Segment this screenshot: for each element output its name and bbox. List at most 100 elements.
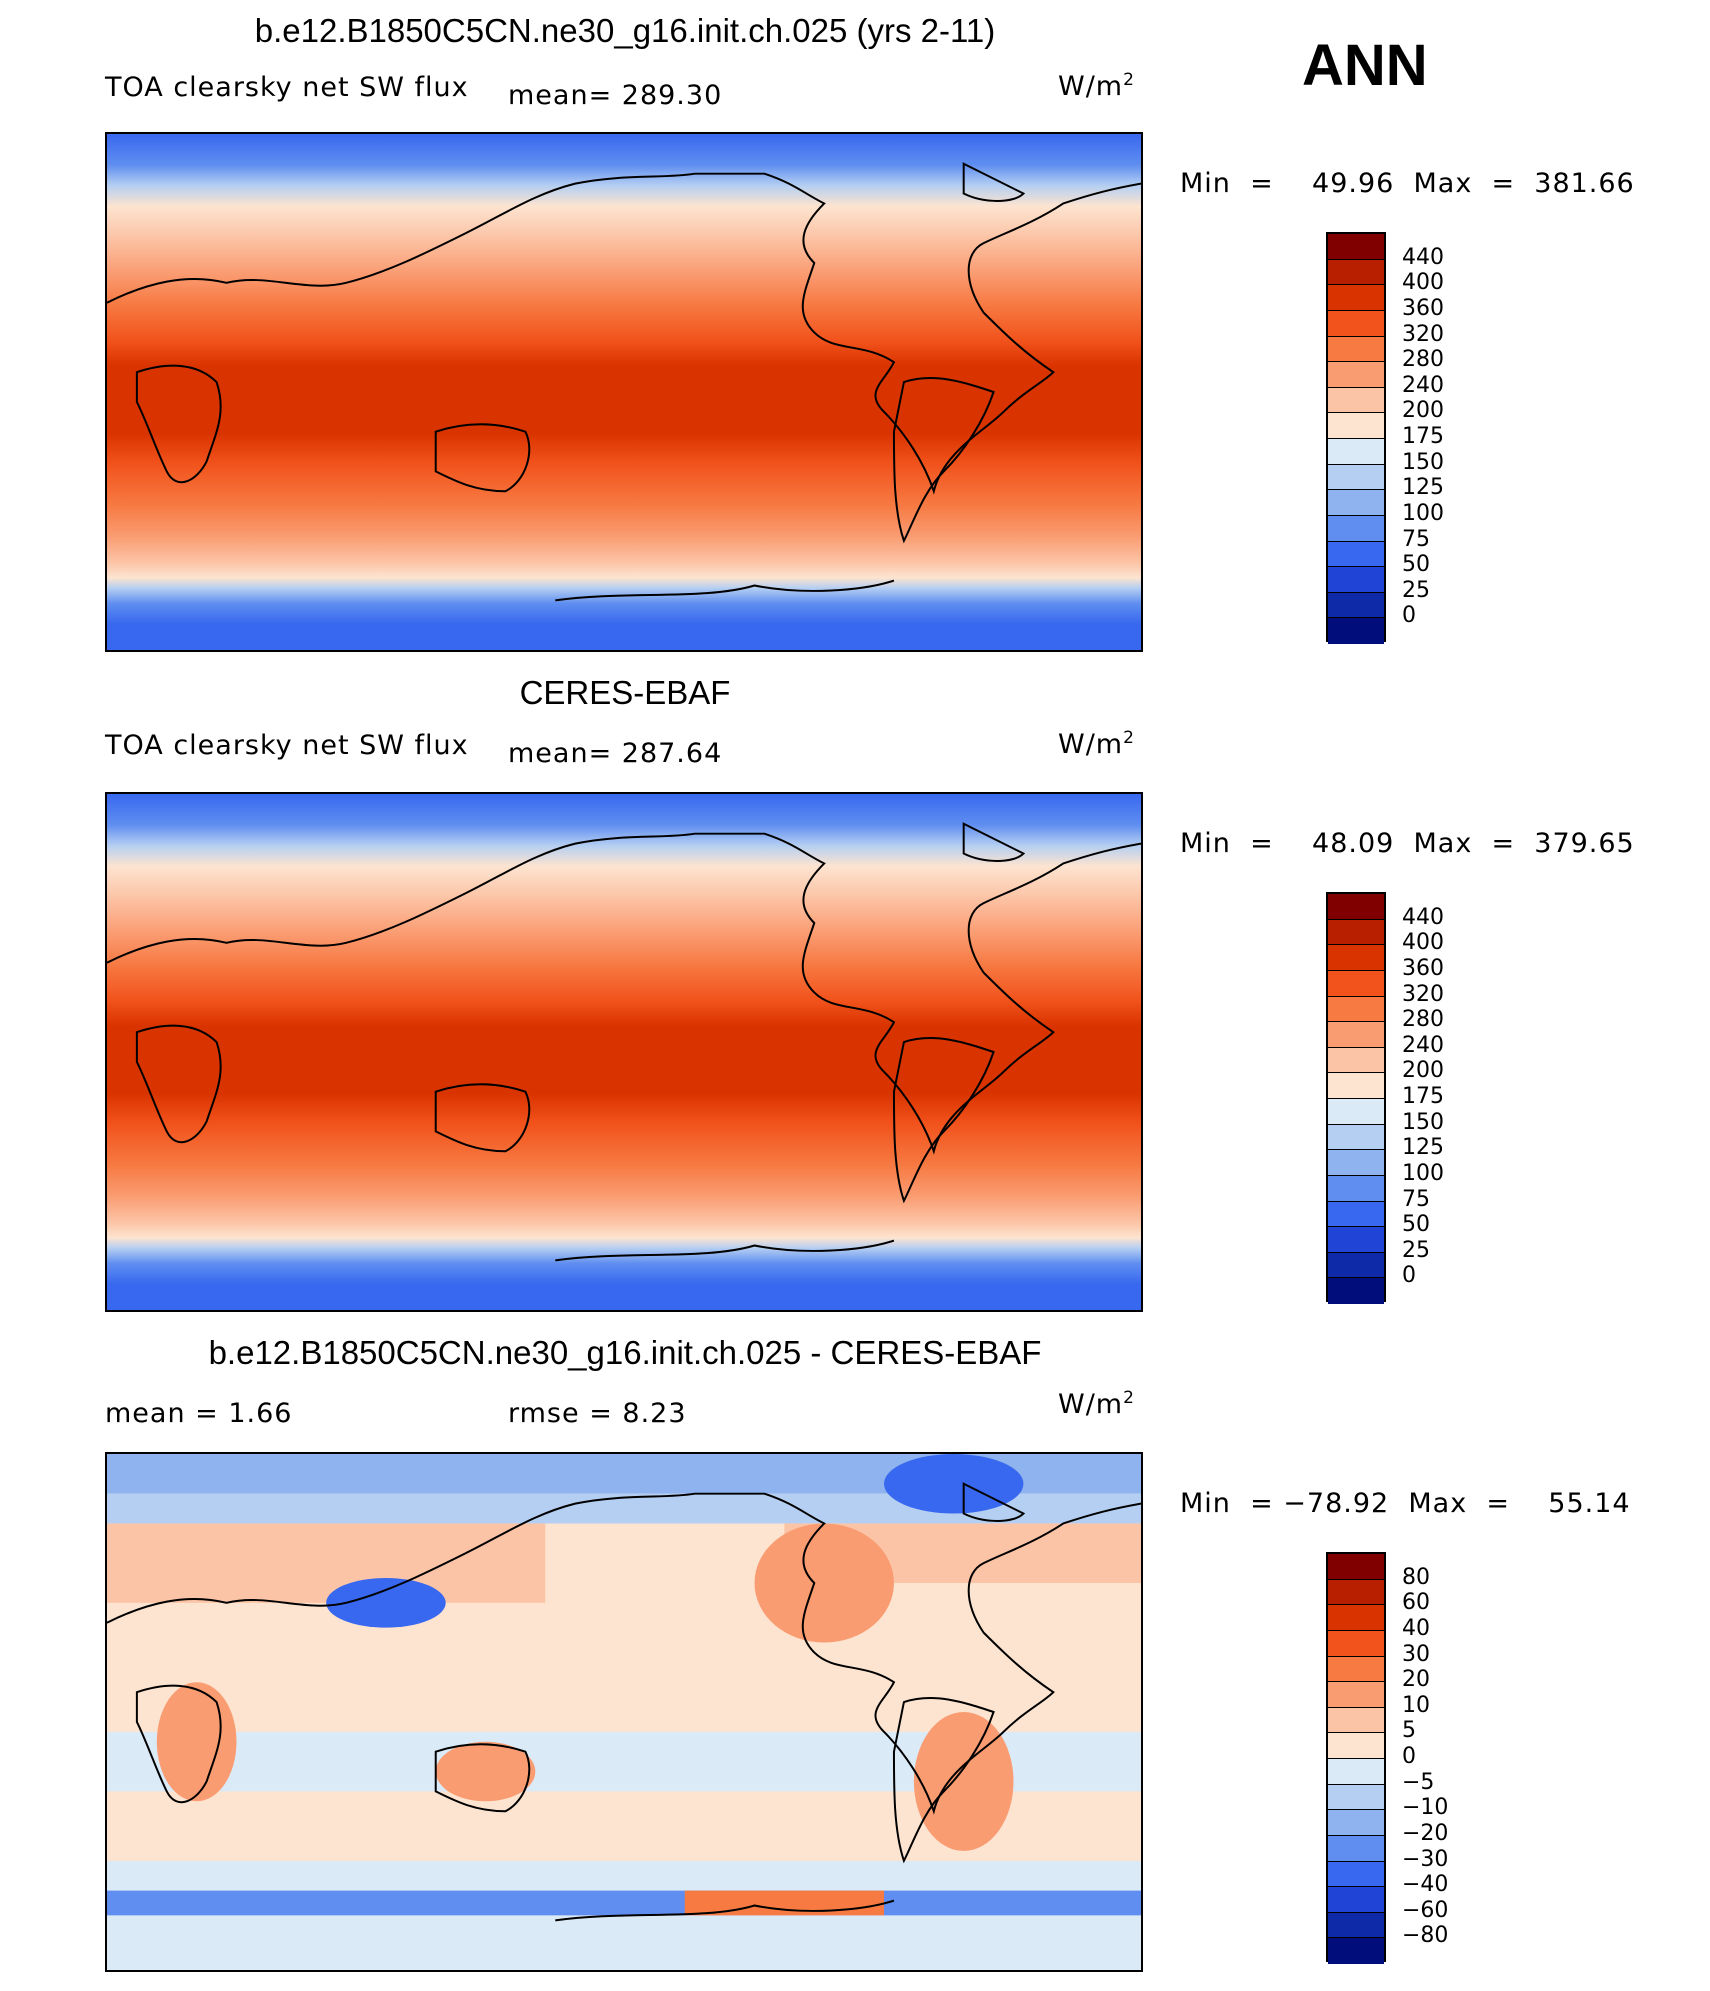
panel-2-mean-label: mean= 287.64 — [508, 738, 723, 769]
colorbar-box — [1328, 1912, 1384, 1939]
panel-1-variable-label: TOA clearsky net SW flux — [105, 72, 469, 103]
colorbar-tick-label: −30 — [1402, 1846, 1449, 1872]
colorbar-tick-label: 0 — [1402, 1263, 1416, 1289]
colorbar-tick-label: 0 — [1402, 603, 1416, 629]
colorbar-tick-label: 80 — [1402, 1564, 1430, 1590]
colorbar-tick-label: 360 — [1402, 295, 1444, 321]
colorbar-box — [1328, 439, 1384, 465]
panel-3-title: b.e12.B1850C5CN.ne30_g16.init.ch.025 - C… — [208, 1334, 1042, 1371]
colorbar-tick-label: 75 — [1402, 1186, 1430, 1212]
colorbar-tick-label: 175 — [1402, 1084, 1444, 1109]
colorbar-box — [1328, 490, 1384, 516]
colorbar-tick-label: 60 — [1402, 1590, 1430, 1616]
colorbar-tick-label: 360 — [1402, 955, 1444, 981]
colorbar-tick-label: 400 — [1402, 270, 1444, 296]
colorbar-box — [1328, 1630, 1384, 1657]
panel-1-map-svg — [107, 134, 1141, 650]
colorbar-tick-label: 240 — [1402, 1032, 1444, 1058]
colorbar-box — [1328, 1579, 1384, 1606]
panel-2-colorbar — [1326, 892, 1386, 1304]
colorbar-box — [1328, 1175, 1384, 1202]
panel-2-title: CERES-EBAF — [519, 674, 731, 711]
colorbar-tick-label: 150 — [1402, 1109, 1444, 1135]
panel-3-colorbar — [1326, 1552, 1386, 1964]
colorbar-tick-label: −5 — [1402, 1769, 1435, 1795]
colorbar-box — [1328, 387, 1384, 414]
colorbar-box — [1328, 234, 1384, 260]
colorbar-box — [1328, 618, 1384, 644]
colorbar-tick-label: 280 — [1402, 347, 1444, 373]
colorbar-box — [1328, 541, 1384, 568]
colorbar-tick-label: 320 — [1402, 981, 1444, 1007]
colorbar-tick-label: 50 — [1402, 1212, 1430, 1238]
colorbar-box — [1328, 945, 1384, 971]
colorbar-box — [1328, 1201, 1384, 1228]
colorbar-tick-label: 280 — [1402, 1007, 1444, 1033]
panel-2-units: W/m2 — [1058, 728, 1135, 760]
colorbar-tick-label: 0 — [1402, 1744, 1416, 1769]
colorbar-tick-label: 20 — [1402, 1667, 1430, 1693]
colorbar-box — [1328, 1887, 1384, 1913]
colorbar-box — [1328, 1073, 1384, 1099]
colorbar-box — [1328, 592, 1384, 619]
panel-3-mean-label: mean = 1.66 — [105, 1398, 293, 1429]
colorbar-box — [1328, 919, 1384, 946]
colorbar-tick-label: 200 — [1402, 1058, 1444, 1084]
colorbar-box — [1328, 567, 1384, 593]
panel-1-units: W/m2 — [1058, 70, 1135, 102]
colorbar-tick-label: 10 — [1402, 1692, 1430, 1718]
colorbar-box — [1328, 1554, 1384, 1580]
colorbar-box — [1328, 1938, 1384, 1964]
colorbar-box — [1328, 362, 1384, 388]
panel-2-min-max: Min = 48.09 Max = 379.65 — [1180, 828, 1635, 859]
colorbar-box — [1328, 1784, 1384, 1811]
colorbar-tick-label: 100 — [1402, 1160, 1444, 1186]
colorbar-box — [1328, 1278, 1384, 1304]
colorbar-box — [1328, 1252, 1384, 1279]
panel-1-mean-label: mean= 289.30 — [508, 80, 723, 111]
panel-3-rmse-label: rmse = 8.23 — [508, 1398, 687, 1429]
colorbar-tick-label: −80 — [1402, 1923, 1449, 1949]
colorbar-tick-label: −40 — [1402, 1872, 1449, 1898]
colorbar-tick-label: 440 — [1402, 904, 1444, 930]
colorbar-tick-label: 150 — [1402, 449, 1444, 475]
panel-2-map — [105, 792, 1143, 1312]
colorbar-box — [1328, 285, 1384, 311]
colorbar-box — [1328, 1733, 1384, 1759]
panel-2-coastlines — [107, 822, 1141, 1262]
colorbar-box — [1328, 1099, 1384, 1125]
colorbar-box — [1328, 1835, 1384, 1862]
colorbar-box — [1328, 1861, 1384, 1888]
panel-3-units: W/m2 — [1058, 1388, 1135, 1420]
panel-3-map — [105, 1452, 1143, 1972]
panel-2-variable-label: TOA clearsky net SW flux — [105, 730, 469, 761]
colorbar-tick-label: −20 — [1402, 1820, 1449, 1846]
colorbar-box — [1328, 1022, 1384, 1048]
season-label: ANN — [1302, 33, 1428, 98]
colorbar-box — [1328, 310, 1384, 337]
colorbar-box — [1328, 1759, 1384, 1785]
colorbar-box — [1328, 1124, 1384, 1151]
panel-1-title: b.e12.B1850C5CN.ne30_g16.init.ch.025 (yr… — [254, 12, 996, 49]
colorbar-tick-label: 75 — [1402, 526, 1430, 552]
panel-1-map — [105, 132, 1143, 652]
colorbar-tick-label: 200 — [1402, 398, 1444, 424]
colorbar-box — [1328, 996, 1384, 1023]
colorbar-tick-label: 125 — [1402, 1135, 1444, 1161]
colorbar-tick-label: 400 — [1402, 930, 1444, 956]
colorbar-tick-label: 125 — [1402, 475, 1444, 501]
colorbar-box — [1328, 1227, 1384, 1253]
colorbar-tick-label: 175 — [1402, 424, 1444, 449]
colorbar-tick-label: −60 — [1402, 1897, 1449, 1923]
colorbar-tick-label: 320 — [1402, 321, 1444, 347]
colorbar-tick-label: 5 — [1402, 1718, 1416, 1744]
panel-1-coastlines — [107, 162, 1141, 602]
colorbar-box — [1328, 336, 1384, 363]
colorbar-box — [1328, 894, 1384, 920]
colorbar-box — [1328, 1682, 1384, 1708]
panel-1-colorbar — [1326, 232, 1386, 644]
colorbar-box — [1328, 464, 1384, 491]
colorbar-box — [1328, 413, 1384, 439]
colorbar-tick-label: 240 — [1402, 372, 1444, 398]
colorbar-box — [1328, 1047, 1384, 1074]
